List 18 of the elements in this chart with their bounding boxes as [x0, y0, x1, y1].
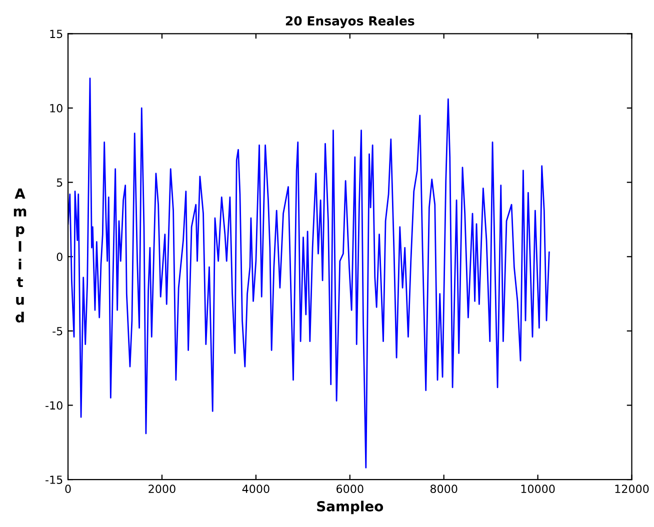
x-axis-title: Sampleo: [317, 500, 384, 514]
x-tick-label: 0: [65, 484, 71, 494]
y-tick-label: 0: [56, 252, 62, 262]
x-tick-label: 10000: [521, 484, 555, 494]
chart-title: 20 Ensayos Reales: [286, 16, 414, 28]
y-axis-title: Amplitud: [14, 188, 26, 322]
x-tick-label: 8000: [430, 484, 458, 494]
y-tick-label: 5: [56, 178, 62, 187]
y-tick-label: -10: [46, 401, 62, 410]
y-tick-label: 15: [50, 30, 62, 38]
line-series: [68, 78, 550, 468]
y-tick-label: -15: [46, 476, 62, 484]
x-tick-label: 6000: [336, 484, 364, 494]
x-tick-label: 4000: [242, 484, 270, 494]
x-tick-label: 12000: [615, 484, 649, 494]
y-tick-label: 10: [50, 104, 62, 112]
y-tick-label: -5: [52, 327, 62, 336]
x-tick-label: 2000: [148, 484, 176, 494]
